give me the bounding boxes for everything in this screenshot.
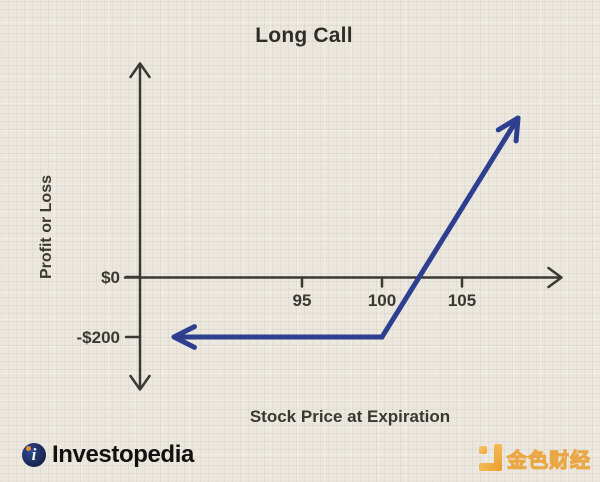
y-tick-label-zero: $0 bbox=[101, 268, 120, 287]
payoff-arrow-up-right-icon bbox=[495, 115, 521, 144]
x-tick-label-95: 95 bbox=[292, 291, 312, 310]
x-tick-label-105: 105 bbox=[447, 291, 477, 310]
chart-title: Long Call bbox=[255, 24, 353, 47]
y-axis-arrow-up-icon bbox=[129, 62, 151, 79]
payoff-arrow-left-icon bbox=[171, 324, 197, 350]
investopedia-wordmark: Investopedia bbox=[52, 441, 194, 468]
investopedia-icon-dot bbox=[26, 446, 31, 451]
y-tick-label-neg200: -$200 bbox=[76, 328, 120, 347]
x-axis-arrow-right-icon bbox=[547, 266, 563, 289]
x-axis-label: Stock Price at Expiration bbox=[249, 407, 451, 426]
investopedia-icon: i bbox=[22, 443, 46, 467]
jinse-watermark-label: 金色财经 bbox=[506, 450, 591, 472]
investopedia-monogram: i bbox=[31, 445, 37, 464]
y-axis-label: Profit or Loss bbox=[38, 174, 55, 280]
y-axis-arrow-down-icon bbox=[129, 374, 151, 391]
jinse-watermark: 金色财经 bbox=[479, 444, 591, 472]
jinse-icon bbox=[479, 444, 502, 471]
x-tick-label-100: 100 bbox=[367, 291, 397, 310]
investopedia-logo: i Investopedia bbox=[22, 441, 194, 469]
